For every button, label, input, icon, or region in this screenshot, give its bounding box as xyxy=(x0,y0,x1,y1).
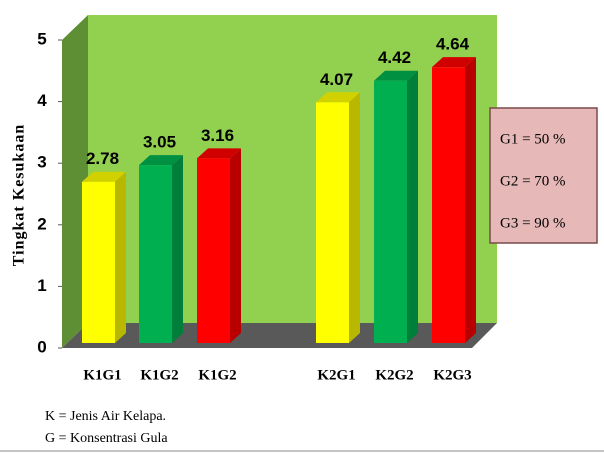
bar xyxy=(82,181,115,343)
x-tick-label: K2G2 xyxy=(375,367,413,383)
x-tick-label: K2G1 xyxy=(317,367,355,383)
value-label: 3.05 xyxy=(143,133,176,152)
bar xyxy=(316,102,349,344)
bar-side xyxy=(465,57,476,344)
note: K = Jenis Air Kelapa. xyxy=(45,409,166,424)
y-tick-label: 4 xyxy=(37,91,47,110)
legend-text: G3 = 90 % xyxy=(500,215,566,231)
y-tick-label: 1 xyxy=(37,276,46,295)
note: G = Konsentrasi Gula xyxy=(45,431,168,446)
bar xyxy=(197,158,230,343)
side-wall xyxy=(62,15,88,348)
y-tick-label: 0 xyxy=(37,337,46,356)
legend-text: G1 = 50 % xyxy=(500,131,566,147)
value-label: 4.07 xyxy=(320,70,353,89)
bar-top xyxy=(432,57,476,68)
y-tick-label: 2 xyxy=(37,214,46,233)
bar xyxy=(139,165,172,343)
value-label: 4.42 xyxy=(378,48,411,67)
y-axis-label: Tingkat Kesukaan xyxy=(11,124,28,266)
bar-side xyxy=(115,171,126,343)
x-tick-label: K2G3 xyxy=(433,367,471,383)
y-tick-label: 3 xyxy=(37,153,46,172)
x-tick-label: K1G2 xyxy=(198,367,236,383)
bar-top xyxy=(374,70,418,81)
legend-text: G2 = 70 % xyxy=(500,173,566,189)
bar-side xyxy=(172,155,183,343)
floor xyxy=(62,323,497,348)
bar-top xyxy=(82,171,126,182)
value-label: 2.78 xyxy=(86,149,119,168)
value-label: 3.16 xyxy=(201,126,234,145)
bar xyxy=(432,67,465,344)
bar-top xyxy=(139,155,183,166)
bar-side xyxy=(407,70,418,343)
value-label: 4.64 xyxy=(436,35,470,54)
x-tick-label: K1G2 xyxy=(140,367,178,383)
bar-side xyxy=(230,148,241,343)
bar-top xyxy=(316,92,360,103)
x-tick-label: K1G1 xyxy=(83,367,121,383)
bar xyxy=(374,80,407,343)
y-tick-label: 5 xyxy=(37,29,46,48)
bar-top xyxy=(197,148,241,159)
legend-box xyxy=(489,107,598,244)
bar-side xyxy=(349,92,360,344)
